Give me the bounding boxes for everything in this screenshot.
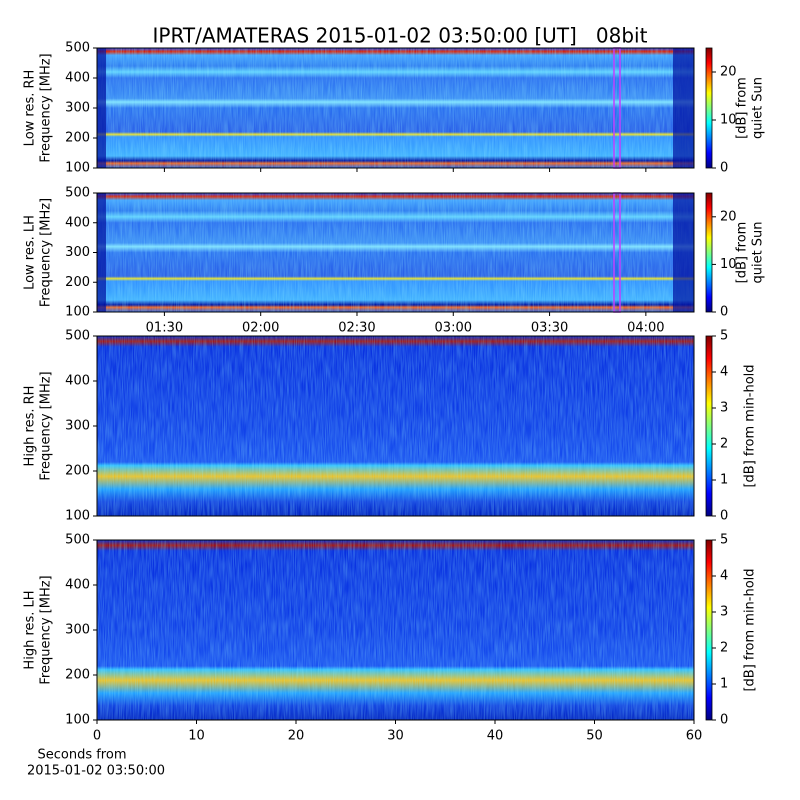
colorbar-tick-label: 4 bbox=[720, 365, 728, 380]
y-axis-label: High res. LH bbox=[23, 590, 38, 669]
colorbar-tick-label: 0 bbox=[720, 713, 728, 728]
colorbar-label: [dB] from bbox=[735, 222, 750, 284]
y-tick-label: 100 bbox=[65, 713, 90, 728]
y-axis-label: Frequency [MHz] bbox=[39, 53, 54, 162]
x-tick-label: 02:00 bbox=[242, 321, 279, 336]
y-tick-label: 500 bbox=[65, 186, 90, 201]
colorbar-label: [dB] from min-hold bbox=[743, 568, 758, 691]
y-tick-label: 100 bbox=[65, 509, 90, 524]
y-axis-label: Frequency [MHz] bbox=[39, 198, 54, 307]
y-tick-label: 200 bbox=[65, 275, 90, 290]
x-tick-label: 0 bbox=[93, 729, 101, 744]
x-tick-label: 01:30 bbox=[146, 321, 183, 336]
x-tick-label: 03:30 bbox=[531, 321, 568, 336]
y-tick-label: 400 bbox=[65, 71, 90, 86]
y-tick-label: 400 bbox=[65, 578, 90, 593]
x-axis-label: Seconds from bbox=[37, 748, 126, 763]
colorbar-tick-label: 3 bbox=[720, 401, 728, 416]
y-axis-label: Low res. RH bbox=[23, 70, 38, 147]
colorbar-tick-label: 2 bbox=[720, 641, 728, 656]
y-tick-label: 300 bbox=[65, 623, 90, 638]
data-gap bbox=[673, 48, 694, 168]
y-tick-label: 500 bbox=[65, 41, 90, 56]
colorbar bbox=[705, 539, 713, 721]
spectrogram-texture bbox=[97, 193, 694, 312]
colorbar-tick-label: 4 bbox=[720, 569, 728, 584]
y-tick-label: 300 bbox=[65, 419, 90, 434]
x-axis-label: 2015-01-02 03:50:00 bbox=[27, 764, 165, 779]
spectrogram-texture bbox=[97, 540, 694, 720]
x-tick-label: 30 bbox=[387, 729, 404, 744]
colorbar-tick-label: 1 bbox=[720, 473, 728, 488]
x-tick-label: 60 bbox=[686, 729, 703, 744]
y-tick-label: 300 bbox=[65, 245, 90, 260]
x-tick-label: 03:00 bbox=[435, 321, 472, 336]
spectrogram-texture bbox=[97, 48, 694, 168]
x-tick-label: 50 bbox=[586, 729, 603, 744]
x-tick-label: 04:00 bbox=[627, 321, 664, 336]
y-tick-label: 100 bbox=[65, 161, 90, 176]
colorbar bbox=[705, 192, 713, 313]
colorbar-tick-label: 2 bbox=[720, 437, 728, 452]
x-tick-label: 20 bbox=[288, 729, 305, 744]
colorbar-tick-label: 10 bbox=[720, 257, 737, 272]
y-axis-label: Frequency [MHz] bbox=[39, 371, 54, 480]
colorbar bbox=[705, 335, 713, 517]
data-gap bbox=[673, 193, 694, 312]
y-tick-label: 200 bbox=[65, 131, 90, 146]
colorbar-tick-label: 0 bbox=[720, 305, 728, 320]
colorbar-label: quiet Sun bbox=[751, 221, 766, 283]
y-axis-label: Frequency [MHz] bbox=[39, 575, 54, 684]
data-gap bbox=[97, 193, 106, 312]
y-tick-label: 500 bbox=[65, 533, 90, 548]
colorbar-tick-label: 5 bbox=[720, 533, 728, 548]
colorbar-label: [dB] from bbox=[735, 77, 750, 139]
chart-title: IPRT/AMATERAS 2015-01-02 03:50:00 [UT] 0… bbox=[153, 24, 648, 48]
y-tick-label: 200 bbox=[65, 668, 90, 683]
spectrogram-texture bbox=[97, 336, 694, 516]
y-axis-label: Low res. LH bbox=[23, 215, 38, 290]
y-tick-label: 300 bbox=[65, 101, 90, 116]
data-gap bbox=[97, 48, 106, 168]
colorbar-tick-label: 1 bbox=[720, 677, 728, 692]
colorbar-label: [dB] from min-hold bbox=[743, 364, 758, 487]
colorbar-tick-label: 0 bbox=[720, 161, 728, 176]
colorbar-tick-label: 10 bbox=[720, 113, 737, 128]
colorbar bbox=[705, 47, 713, 169]
x-tick-label: 02:30 bbox=[338, 321, 375, 336]
colorbar-tick-label: 20 bbox=[720, 209, 737, 224]
colorbar-tick-label: 5 bbox=[720, 329, 728, 344]
y-tick-label: 500 bbox=[65, 329, 90, 344]
colorbar-tick-label: 3 bbox=[720, 605, 728, 620]
x-tick-label: 40 bbox=[487, 729, 504, 744]
y-tick-label: 400 bbox=[65, 215, 90, 230]
y-axis-label: High res. RH bbox=[23, 386, 38, 467]
colorbar-tick-label: 0 bbox=[720, 509, 728, 524]
y-tick-label: 200 bbox=[65, 464, 90, 479]
y-tick-label: 100 bbox=[65, 305, 90, 320]
y-tick-label: 400 bbox=[65, 374, 90, 389]
x-tick-label: 10 bbox=[188, 729, 205, 744]
colorbar-tick-label: 20 bbox=[720, 65, 737, 80]
colorbar-label: quiet Sun bbox=[751, 77, 766, 139]
